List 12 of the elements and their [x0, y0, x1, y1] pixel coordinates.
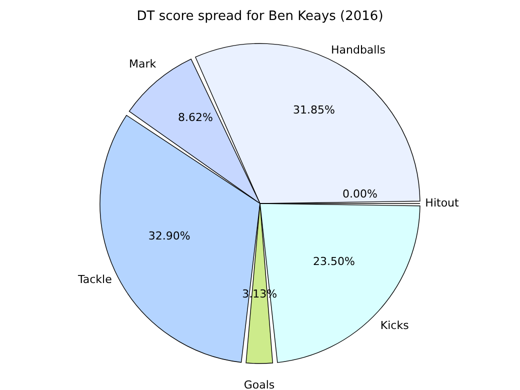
slice-label: Tackle — [76, 273, 112, 286]
slice-label: Kicks — [380, 318, 410, 332]
data-label: 31.85% — [293, 103, 335, 116]
data-label: 32.90% — [148, 230, 190, 243]
slice-label: Goals — [244, 378, 275, 390]
chart-title: DT score spread for Ben Keays (2016) — [136, 9, 384, 24]
data-label: 8.62% — [178, 111, 213, 124]
text: 0.00% — [342, 188, 378, 200]
slice-label: Mark — [129, 57, 157, 70]
data-label: 23.50% — [312, 254, 355, 268]
slice-label: Handballs — [330, 43, 386, 56]
category-label: Hitout — [425, 196, 459, 210]
